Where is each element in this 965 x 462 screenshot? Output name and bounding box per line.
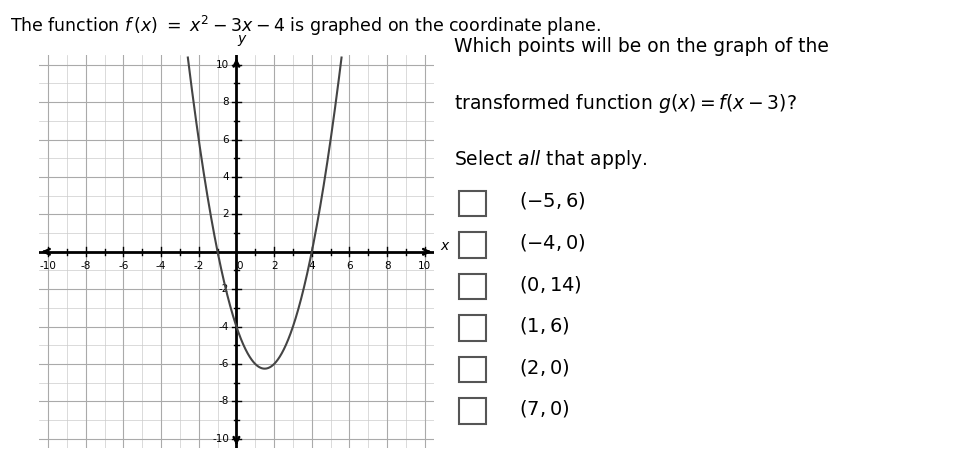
Text: -4: -4	[218, 322, 229, 332]
Text: Select $\mathit{all}$ that apply.: Select $\mathit{all}$ that apply.	[454, 148, 647, 171]
Text: $(0,14)$: $(0,14)$	[519, 274, 582, 295]
Text: 8: 8	[222, 97, 229, 107]
Text: $(-5,6)$: $(-5,6)$	[519, 190, 586, 212]
Text: -2: -2	[194, 261, 204, 271]
Text: 2: 2	[271, 261, 277, 271]
Text: 4: 4	[222, 172, 229, 182]
Text: $y$: $y$	[236, 33, 247, 48]
FancyBboxPatch shape	[458, 357, 486, 382]
Text: 6: 6	[222, 134, 229, 145]
FancyBboxPatch shape	[458, 190, 486, 216]
Text: -4: -4	[156, 261, 166, 271]
Text: $(-4,0)$: $(-4,0)$	[519, 232, 586, 253]
Text: -8: -8	[218, 396, 229, 407]
Text: -6: -6	[118, 261, 128, 271]
Text: 10: 10	[418, 261, 431, 271]
Text: -10: -10	[212, 434, 229, 444]
Text: 4: 4	[309, 261, 316, 271]
Text: -2: -2	[218, 284, 229, 294]
FancyBboxPatch shape	[458, 315, 486, 341]
FancyBboxPatch shape	[458, 274, 486, 299]
Text: transformed function $g(x) = f(x-3)$?: transformed function $g(x) = f(x-3)$?	[454, 92, 796, 116]
Text: $(1,6)$: $(1,6)$	[519, 315, 569, 336]
Text: 6: 6	[346, 261, 353, 271]
Text: Which points will be on the graph of the: Which points will be on the graph of the	[454, 37, 828, 56]
Text: $(2,0)$: $(2,0)$	[519, 357, 569, 378]
Text: 2: 2	[222, 209, 229, 219]
Text: 10: 10	[216, 60, 229, 70]
Text: $x$: $x$	[440, 239, 451, 253]
Text: -6: -6	[218, 359, 229, 369]
Text: 0: 0	[236, 261, 243, 271]
Text: -10: -10	[40, 261, 57, 271]
Text: The function $f\,(x)\ =\ x^2 - 3x - 4$ is graphed on the coordinate plane.: The function $f\,(x)\ =\ x^2 - 3x - 4$ i…	[10, 14, 600, 38]
Text: -8: -8	[80, 261, 91, 271]
FancyBboxPatch shape	[458, 398, 486, 424]
FancyBboxPatch shape	[458, 232, 486, 257]
Text: $(7,0)$: $(7,0)$	[519, 398, 569, 419]
Text: 8: 8	[384, 261, 391, 271]
